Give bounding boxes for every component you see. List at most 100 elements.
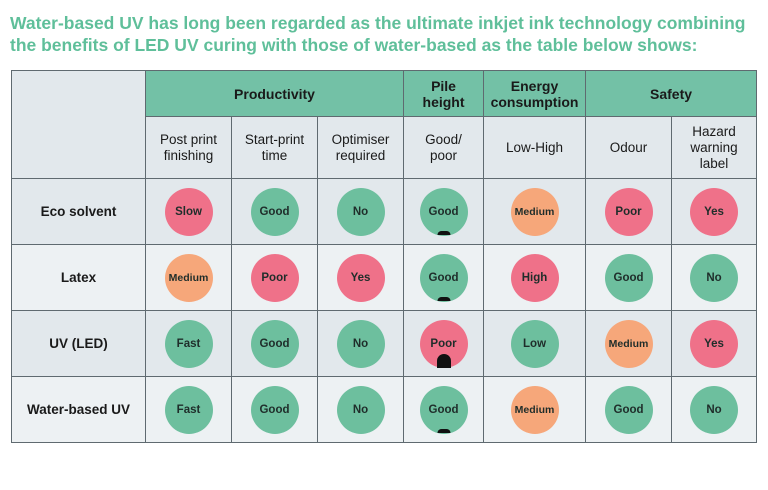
rating-badge: Yes bbox=[690, 187, 739, 236]
rating-badge: No bbox=[336, 187, 385, 236]
rating-badge: High bbox=[510, 253, 559, 302]
corner-cell bbox=[11, 70, 146, 179]
cell-start-print: Poor bbox=[231, 244, 318, 311]
subheader-optimiser: Optimiser required bbox=[316, 116, 405, 179]
rating-badge: Yes bbox=[690, 319, 739, 368]
rating-badge: Good bbox=[604, 253, 653, 302]
table-row: Latex Medium Poor Yes Good High Good No bbox=[11, 244, 758, 311]
intro-line-2: the benefits of LED UV curing with those… bbox=[10, 35, 698, 55]
energy-label-1: Energy bbox=[510, 77, 559, 94]
subheader-good-poor: Good/ poor bbox=[403, 116, 485, 179]
start-print-l1: Start-print bbox=[244, 131, 305, 147]
cell-post-print: Fast bbox=[145, 376, 232, 443]
cell-optimiser: Yes bbox=[316, 244, 405, 311]
cell-pile-height: Good bbox=[403, 244, 485, 311]
rating-badge: Medium bbox=[164, 253, 213, 302]
ink-pile-icon bbox=[437, 230, 451, 235]
cell-odour: Good bbox=[585, 244, 673, 311]
rating-badge-pile: Good bbox=[419, 187, 468, 236]
rating-badge: Poor bbox=[250, 253, 299, 302]
sub-header-row: Post print finishing Start-print time Op… bbox=[12, 116, 758, 179]
rating-badge: No bbox=[690, 253, 739, 302]
cell-post-print: Fast bbox=[145, 310, 232, 377]
subheader-hazard: Hazard warning label bbox=[671, 116, 758, 179]
subheader-start-print: Start-print time bbox=[231, 116, 318, 179]
rating-badge: Good bbox=[604, 385, 653, 434]
rating-badge-pile: Poor bbox=[419, 319, 468, 368]
ink-pile-icon bbox=[436, 353, 451, 368]
rating-badge: Poor bbox=[604, 187, 653, 236]
cell-start-print: Good bbox=[231, 310, 318, 377]
cell-optimiser: No bbox=[316, 376, 405, 443]
rating-badge: Low bbox=[510, 319, 559, 368]
rating-badge: Good bbox=[250, 187, 299, 236]
group-pile-height: Pile height bbox=[403, 70, 485, 117]
post-print-l1: Post print bbox=[159, 131, 218, 147]
post-print-l2: finishing bbox=[163, 147, 214, 163]
subheader-low-high: Low-High bbox=[483, 116, 587, 179]
hazard-l1: Hazard bbox=[692, 123, 736, 139]
rating-text: Good bbox=[428, 403, 459, 416]
row-label: UV (LED) bbox=[11, 310, 146, 377]
row-label: Eco solvent bbox=[11, 178, 146, 245]
hazard-l3: label bbox=[699, 155, 729, 171]
rating-badge: No bbox=[336, 385, 385, 434]
rating-badge: Medium bbox=[510, 385, 559, 434]
rating-badge: Good bbox=[250, 385, 299, 434]
rating-badge: Yes bbox=[336, 253, 385, 302]
cell-energy: Medium bbox=[483, 178, 587, 245]
start-print-l2: time bbox=[261, 147, 288, 163]
rating-text: Poor bbox=[430, 337, 457, 350]
good-poor-l1: Good/ bbox=[425, 131, 462, 147]
rating-badge: Medium bbox=[510, 187, 559, 236]
optimiser-l1: Optimiser bbox=[331, 131, 390, 147]
row-label: Latex bbox=[11, 244, 146, 311]
table-row: UV (LED) Fast Good No Poor Low Medium Ye… bbox=[11, 310, 758, 377]
pile-label-1: Pile bbox=[431, 77, 456, 94]
cell-energy: Low bbox=[483, 310, 587, 377]
cell-post-print: Slow bbox=[145, 178, 232, 245]
table-row: Water-based UV Fast Good No Good Medium … bbox=[11, 376, 758, 443]
cell-start-print: Good bbox=[231, 178, 318, 245]
rating-badge-pile: Good bbox=[419, 253, 468, 302]
cell-pile-height: Good bbox=[403, 178, 485, 245]
subheader-post-print: Post print finishing bbox=[145, 116, 232, 179]
cell-energy: Medium bbox=[483, 376, 587, 443]
cell-odour: Medium bbox=[585, 310, 673, 377]
rating-badge: Slow bbox=[164, 187, 213, 236]
rating-badge: No bbox=[690, 385, 739, 434]
group-safety: Safety bbox=[585, 70, 758, 117]
cell-hazard: Yes bbox=[671, 178, 758, 245]
rating-text: Good bbox=[428, 271, 459, 284]
rating-text: Good bbox=[428, 205, 459, 218]
rating-badge: Medium bbox=[604, 319, 653, 368]
cell-odour: Good bbox=[585, 376, 673, 443]
ink-pile-icon bbox=[437, 296, 451, 301]
table-row: Eco solvent Slow Good No Good Medium Poo… bbox=[11, 178, 758, 245]
group-productivity: Productivity bbox=[144, 70, 405, 117]
cell-odour: Poor bbox=[585, 178, 673, 245]
cell-post-print: Medium bbox=[145, 244, 232, 311]
subheader-odour: Odour bbox=[585, 116, 673, 179]
energy-label-2: consumption bbox=[490, 93, 579, 110]
cell-hazard: Yes bbox=[671, 310, 758, 377]
group-energy-consumption: Energy consumption bbox=[483, 70, 587, 117]
cell-energy: High bbox=[483, 244, 587, 311]
optimiser-l2: required bbox=[335, 147, 386, 163]
row-label: Water-based UV bbox=[11, 376, 146, 443]
rating-badge: No bbox=[336, 319, 385, 368]
group-header-row: Productivity Pile height Energy consumpt… bbox=[11, 70, 758, 179]
good-poor-l2: poor bbox=[430, 147, 458, 163]
cell-hazard: No bbox=[671, 376, 758, 443]
cell-optimiser: No bbox=[316, 178, 405, 245]
comparison-table: Productivity Pile height Energy consumpt… bbox=[11, 70, 758, 443]
cell-start-print: Good bbox=[231, 376, 318, 443]
hazard-l2: warning bbox=[690, 139, 738, 155]
cell-hazard: No bbox=[671, 244, 758, 311]
rating-badge: Fast bbox=[164, 385, 213, 434]
cell-optimiser: No bbox=[316, 310, 405, 377]
cell-pile-height: Good bbox=[403, 376, 485, 443]
cell-pile-height: Poor bbox=[403, 310, 485, 377]
intro-text: Water-based UV has long been regarded as… bbox=[10, 12, 760, 56]
ink-pile-icon bbox=[437, 428, 451, 433]
